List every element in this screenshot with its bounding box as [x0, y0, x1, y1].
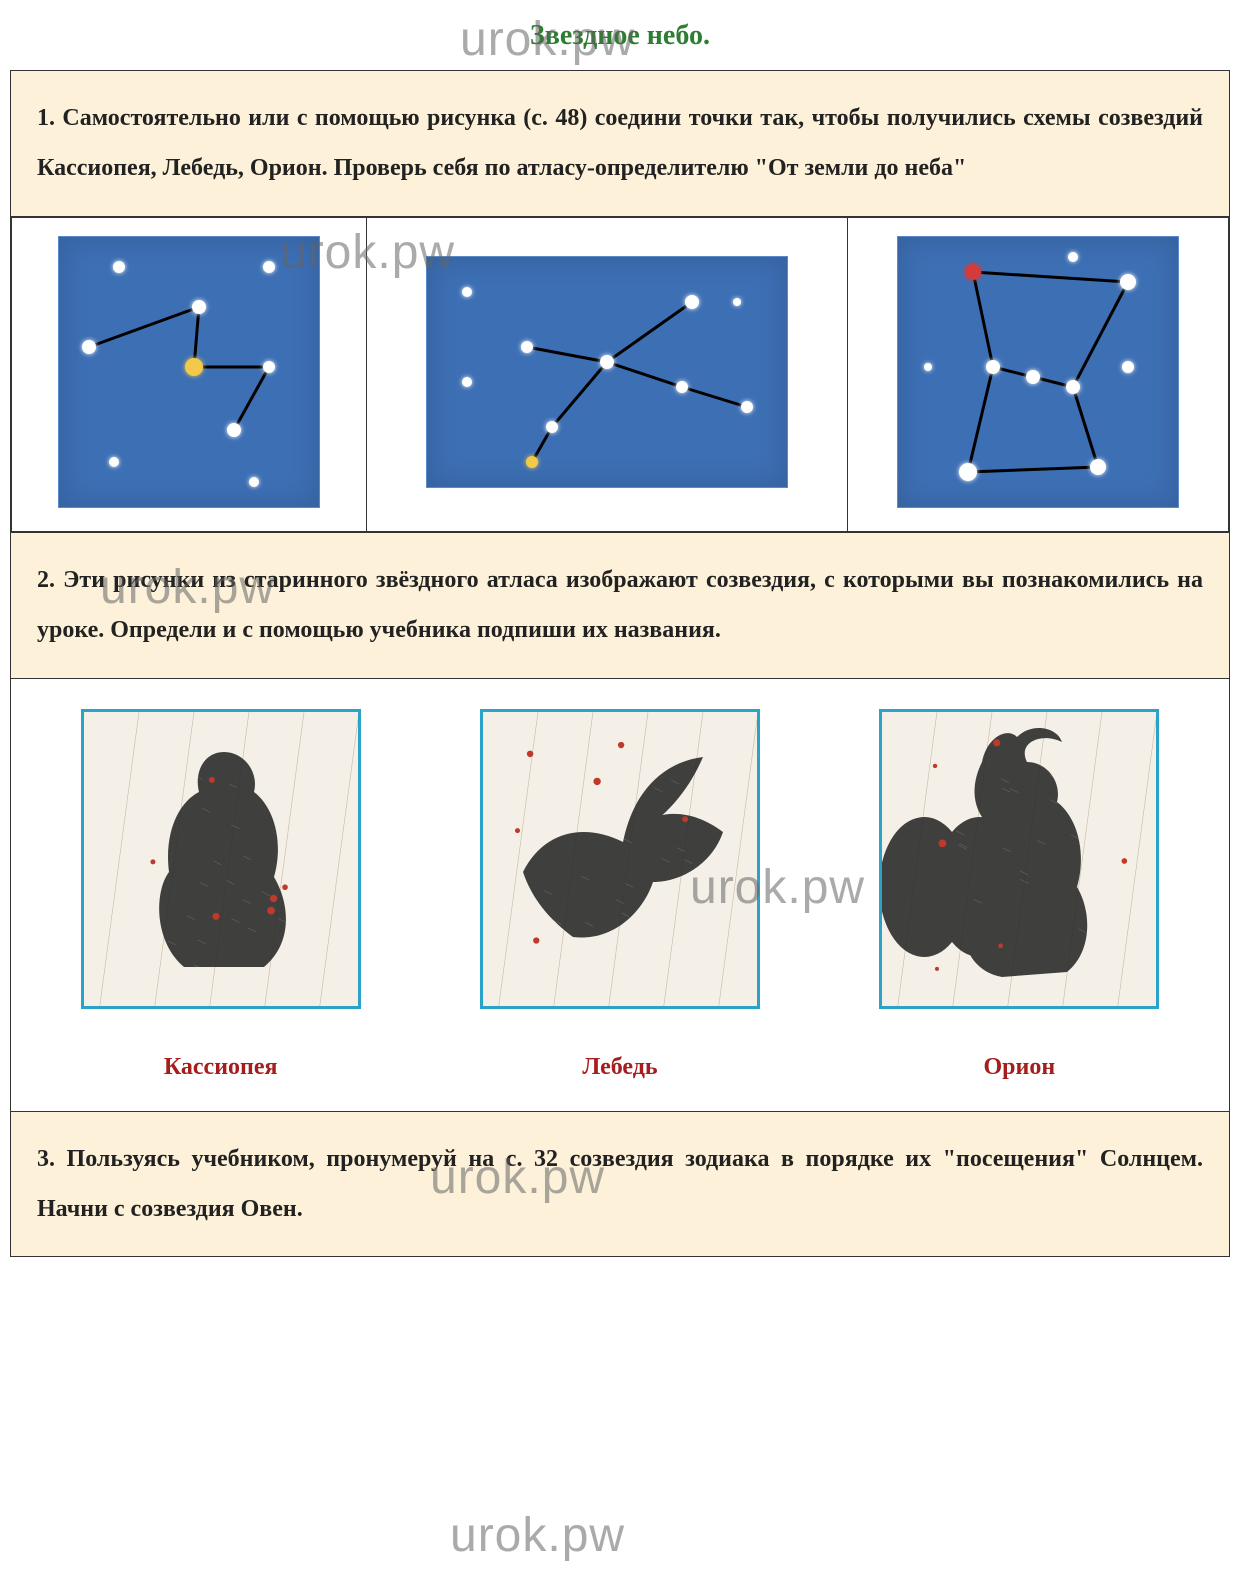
task-2-text: 2. Эти рисунки из старинного звёздного а… [11, 532, 1230, 678]
atlas-item-cassiopeia: Кассиопея [31, 709, 410, 1081]
page-title: Звездное небо. [10, 0, 1230, 70]
atlas-caption-orion: Орион [830, 1054, 1209, 1081]
atlas-image-cygnus [480, 709, 760, 1009]
atlas-item-orion: Орион [830, 709, 1209, 1081]
atlas-item-cygnus: Лебедь [430, 709, 809, 1081]
constellation-row [11, 216, 1230, 532]
cell-orion [848, 217, 1229, 531]
atlas-image-cassiopeia [81, 709, 361, 1009]
task-3-text: 3. Пользуясь учебником, пронумеруй на с.… [11, 1111, 1230, 1257]
atlas-caption-cygnus: Лебедь [430, 1054, 809, 1081]
orion-diagram [897, 236, 1179, 508]
cell-cygnus [367, 217, 848, 531]
watermark: urok.pw [450, 1508, 625, 1563]
cygnus-diagram [426, 256, 788, 488]
worksheet-table: 1. Самостоятельно или с помощью рисунка … [10, 70, 1230, 1257]
page: Звездное небо. 1. Самостоятельно или с п… [0, 0, 1240, 1277]
cell-cassiopeia [12, 217, 367, 531]
atlas-row: Кассиопея Лебедь Орион [11, 678, 1230, 1111]
atlas-image-orion [879, 709, 1159, 1009]
atlas-caption-cassiopeia: Кассиопея [31, 1054, 410, 1081]
cassiopeia-diagram [58, 236, 320, 508]
task-1-text: 1. Самостоятельно или с помощью рисунка … [11, 71, 1230, 217]
